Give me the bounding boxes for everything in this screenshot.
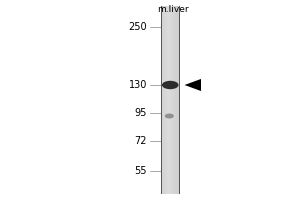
Bar [176,6,177,194]
Bar [177,6,178,194]
Bar [167,6,168,194]
Bar [164,6,165,194]
Bar [170,6,171,194]
Bar [160,6,161,194]
Text: 250: 250 [128,22,147,32]
Ellipse shape [162,81,178,89]
Bar [166,6,167,194]
Text: 72: 72 [134,136,147,146]
Bar [178,6,179,194]
Bar [160,6,162,194]
Bar [172,6,173,194]
Bar [162,6,163,194]
Bar [174,6,175,194]
Bar [168,6,169,194]
Text: 130: 130 [129,80,147,90]
Bar [179,6,180,194]
Bar [163,6,164,194]
Text: 95: 95 [135,108,147,118]
Text: 55: 55 [134,166,147,176]
Bar [171,6,172,194]
Bar [178,6,180,194]
Polygon shape [184,79,201,91]
Bar [169,6,170,194]
Bar [165,6,166,194]
Bar [161,6,162,194]
Bar [160,6,180,194]
Ellipse shape [165,114,174,118]
Text: m.liver: m.liver [157,5,188,14]
Bar [173,6,174,194]
